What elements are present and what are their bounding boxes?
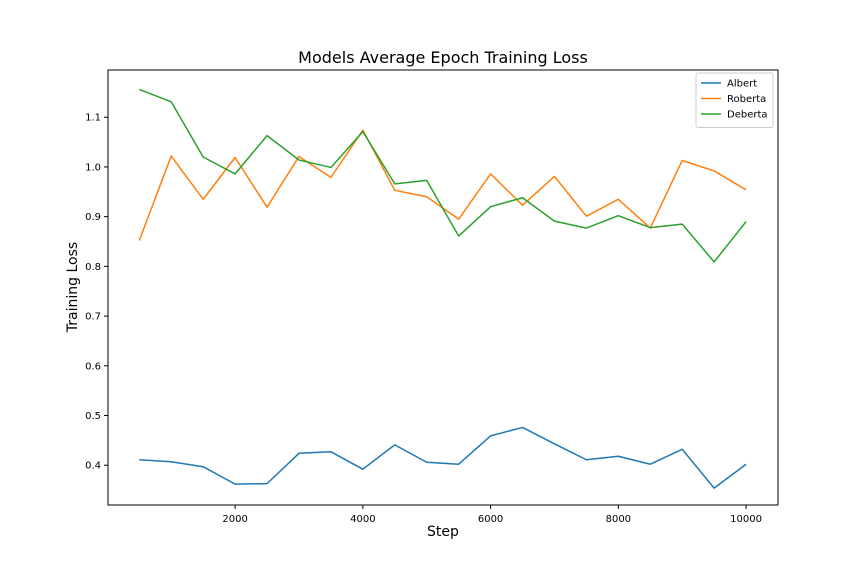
y-tick-label: 1.0 — [85, 162, 101, 173]
y-tick-label: 0.4 — [85, 461, 101, 472]
series-line-deberta — [139, 88, 747, 263]
y-tick-label: 0.6 — [85, 361, 101, 372]
y-tick-label: 0.7 — [85, 312, 101, 323]
series-line-roberta — [138, 129, 747, 241]
x-tick-label: 8000 — [606, 514, 631, 525]
axis-ticks: 2000 4000 6000 8000 10000 0.4 0.5 0.6 0.7 0.8 0.9 1… — [85, 113, 762, 525]
y-tick-label: 1.1 — [85, 113, 101, 124]
y-axis-label: Training Loss — [65, 242, 81, 333]
x-tick-label: 10000 — [730, 514, 762, 525]
x-tick-label: 4000 — [350, 514, 375, 525]
series-lines — [138, 88, 747, 489]
y-tick-label: 0.5 — [85, 411, 101, 422]
x-tick-label: 6000 — [478, 514, 503, 525]
y-tick-label: 0.9 — [85, 212, 101, 223]
legend-label-deberta: Deberta — [727, 110, 768, 121]
legend-label-albert: Albert — [727, 79, 757, 90]
y-tick-label: 0.8 — [85, 262, 101, 273]
legend: Albert Roberta Deberta — [695, 72, 774, 128]
x-axis-label: Step — [427, 524, 459, 540]
series-line-albert — [139, 426, 747, 489]
chart-title: Models Average Epoch Training Loss — [298, 48, 588, 67]
legend-label-roberta: Roberta — [727, 94, 766, 105]
x-tick-label: 2000 — [222, 514, 247, 525]
plot-frame — [107, 69, 779, 506]
